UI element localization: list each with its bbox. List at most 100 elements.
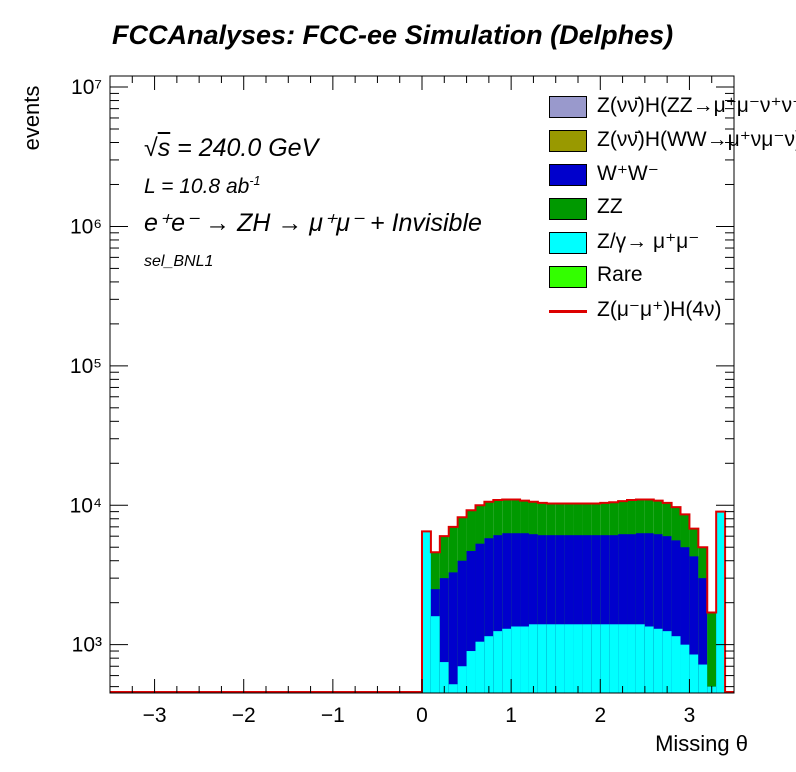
lumi-text: L = 10.8 ab <box>144 175 250 198</box>
ww-bar <box>484 538 494 693</box>
zgamma-bar <box>475 641 485 693</box>
x-tick-label: 0 <box>416 704 428 727</box>
zgamma-bar <box>484 636 494 693</box>
ww-bar <box>448 572 458 693</box>
legend-label: Rare <box>597 263 643 286</box>
zgamma-bar <box>716 511 726 693</box>
signal-line <box>110 498 734 693</box>
y-tick-label: 10⁷ <box>71 76 102 99</box>
ww-bar <box>609 535 619 693</box>
legend-swatch <box>549 130 587 152</box>
sqrt-s-symbol: s <box>157 134 171 162</box>
x-tick-label: 2 <box>594 704 606 727</box>
ww-bar <box>502 533 512 693</box>
ww-bar <box>600 535 610 693</box>
zgamma-bar <box>689 654 699 693</box>
ww-bar <box>511 533 521 693</box>
zgamma-bar <box>546 624 556 693</box>
energy-annotation: √s = 240.0 GeV <box>144 134 319 162</box>
ww-bar <box>671 540 681 693</box>
zgamma-bar <box>662 631 672 693</box>
y-tick-label: 10⁴ <box>70 494 102 517</box>
ww-bar <box>564 535 574 693</box>
zgamma-bar <box>600 624 610 693</box>
ww-bar <box>573 535 583 693</box>
ww-bar <box>644 533 654 693</box>
zgamma-bar <box>680 644 690 693</box>
zgamma-bar <box>564 624 574 693</box>
legend-entry: ZZ <box>549 194 796 228</box>
zgamma-bar <box>635 624 645 693</box>
ww-bar <box>698 578 708 693</box>
legend-label: Z/γ→ μ⁺μ⁻ <box>597 230 700 253</box>
ww-bar <box>680 547 690 693</box>
zgamma-bar <box>555 624 565 693</box>
legend-line-swatch <box>549 310 587 313</box>
zgamma-bar <box>627 624 636 693</box>
ww-bar <box>689 556 699 693</box>
x-tick-label: −2 <box>232 704 256 727</box>
legend-label: Z(νν̄)H(ZZ→μ⁺μ⁻ν⁺ν⁻) <box>597 94 796 117</box>
zz-bar <box>707 612 717 693</box>
legend-swatch <box>549 96 587 118</box>
legend-swatch <box>549 164 587 186</box>
zgamma-bar <box>422 531 431 693</box>
ww-bar <box>591 535 601 693</box>
zgamma-bar <box>439 662 449 693</box>
zgamma-bar <box>448 684 458 693</box>
ww-bar <box>466 550 476 693</box>
y-axis-label: events <box>19 85 44 151</box>
ww-bar <box>618 534 628 693</box>
ww-bar <box>493 535 503 693</box>
zgamma-bar <box>511 626 521 693</box>
zgamma-bar <box>537 624 547 693</box>
legend: Z(νν̄)H(ZZ→μ⁺μ⁻ν⁺ν⁻) Z(νν̄)H(WW→μ⁺νμ⁻ν) W⁺… <box>549 92 796 330</box>
luminosity-annotation: L = 10.8 ab-1 <box>144 174 261 199</box>
y-tick-label: 10⁶ <box>70 215 102 238</box>
zgamma-bar <box>644 626 654 693</box>
zgamma-bar <box>457 666 467 693</box>
zgamma-bar <box>698 664 708 693</box>
legend-entry: Rare <box>549 262 796 296</box>
zgamma-bar <box>671 636 681 693</box>
y-tick-label: 10⁵ <box>70 355 102 378</box>
legend-entry: Z(νν̄)H(WW→μ⁺νμ⁻ν) <box>549 126 796 160</box>
legend-swatch <box>549 198 587 220</box>
legend-entry: Z(μ⁻μ⁺)H(4ν) <box>549 296 796 330</box>
ww-bar <box>475 543 485 693</box>
ww-bar <box>520 533 529 693</box>
lumi-exponent: -1 <box>249 174 261 188</box>
chart-title: FCCAnalyses: FCC-ee Simulation (Delphes) <box>112 20 674 50</box>
legend-label: ZZ <box>597 195 623 218</box>
ww-bar <box>439 578 449 693</box>
legend-entry: Z(νν̄)H(ZZ→μ⁺μ⁻ν⁺ν⁻) <box>549 92 796 126</box>
ww-bar <box>582 535 592 693</box>
legend-label: Z(μ⁻μ⁺)H(4ν) <box>597 298 722 321</box>
legend-entry: W⁺W⁻ <box>549 160 796 194</box>
x-tick-label: 1 <box>505 704 517 727</box>
x-tick-label: 3 <box>684 704 696 727</box>
zgamma-bar <box>591 624 601 693</box>
ww-bar <box>662 536 672 693</box>
process-annotation: e⁺e⁻ → ZH → μ⁺μ⁻ + Invisible <box>144 209 482 237</box>
ww-bar <box>537 535 547 693</box>
ww-bar <box>555 535 565 693</box>
selection-annotation: sel_BNL1 <box>144 253 214 270</box>
zgamma-bar <box>653 628 663 693</box>
legend-swatch <box>549 232 587 254</box>
zgamma-bar <box>618 624 628 693</box>
zgamma-bar <box>528 624 538 693</box>
x-tick-label: −3 <box>143 704 167 727</box>
ww-bar <box>546 535 556 693</box>
ww-bar <box>653 534 663 693</box>
zgamma-bar <box>466 651 476 693</box>
zgamma-bar <box>502 628 512 693</box>
zgamma-bar <box>520 626 529 693</box>
ww-bar <box>457 560 467 693</box>
zgamma-bar <box>493 631 503 693</box>
y-tick-label: 10³ <box>72 634 102 657</box>
x-tick-label: −1 <box>321 704 345 727</box>
legend-swatch <box>549 266 587 288</box>
legend-label: W⁺W⁻ <box>597 162 659 185</box>
